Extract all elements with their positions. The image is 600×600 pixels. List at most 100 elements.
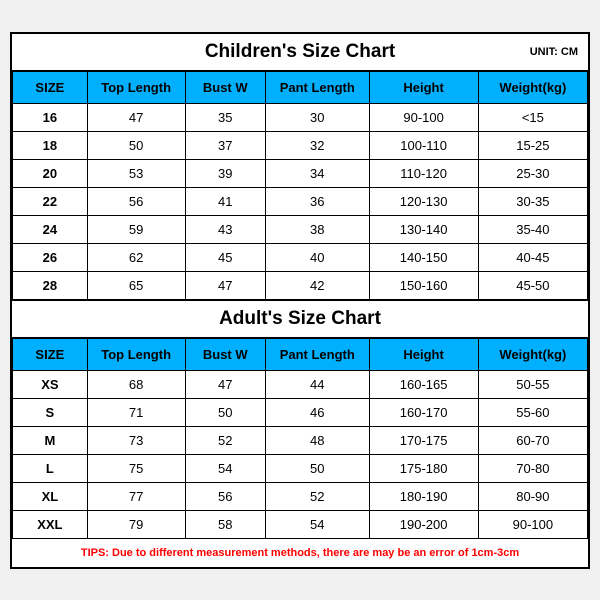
table-cell: 34 xyxy=(266,159,370,187)
table-row: 26624540140-15040-45 xyxy=(13,243,588,271)
table-cell: 39 xyxy=(185,159,266,187)
table-row: L755450175-18070-80 xyxy=(13,454,588,482)
table-cell: 160-170 xyxy=(369,398,478,426)
table-cell: 68 xyxy=(87,370,185,398)
table-cell: S xyxy=(13,398,88,426)
table-cell: 50-55 xyxy=(478,370,587,398)
table-cell: 50 xyxy=(266,454,370,482)
table-row: 28654742150-16045-50 xyxy=(13,271,588,299)
table-cell: 130-140 xyxy=(369,215,478,243)
col-bust-w: Bust W xyxy=(185,338,266,370)
col-bust-w: Bust W xyxy=(185,71,266,103)
size-chart-container: Children's Size Chart UNIT: CM SIZE Top … xyxy=(10,32,590,569)
table-cell: 30 xyxy=(266,103,370,131)
adult-section: Adult's Size Chart SIZE Top Length Bust … xyxy=(12,300,588,567)
table-cell: 22 xyxy=(13,187,88,215)
table-cell: 55-60 xyxy=(478,398,587,426)
table-cell: 71 xyxy=(87,398,185,426)
table-cell: 40 xyxy=(266,243,370,271)
table-cell: 150-160 xyxy=(369,271,478,299)
col-height: Height xyxy=(369,338,478,370)
table-cell: 25-30 xyxy=(478,159,587,187)
table-cell: XXL xyxy=(13,510,88,538)
adult-tbody: XS684744160-16550-55S715046160-17055-60M… xyxy=(13,370,588,538)
table-row: XXL795854190-20090-100 xyxy=(13,510,588,538)
table-cell: M xyxy=(13,426,88,454)
table-cell: 41 xyxy=(185,187,266,215)
table-cell: 73 xyxy=(87,426,185,454)
col-weight: Weight(kg) xyxy=(478,338,587,370)
table-cell: 75 xyxy=(87,454,185,482)
table-cell: 16 xyxy=(13,103,88,131)
col-top-length: Top Length xyxy=(87,71,185,103)
table-cell: 59 xyxy=(87,215,185,243)
table-cell: 36 xyxy=(266,187,370,215)
table-cell: 52 xyxy=(185,426,266,454)
table-row: M735248170-17560-70 xyxy=(13,426,588,454)
table-cell: 28 xyxy=(13,271,88,299)
table-row: 18503732100-11015-25 xyxy=(13,131,588,159)
col-pant-length: Pant Length xyxy=(266,71,370,103)
table-cell: 90-100 xyxy=(369,103,478,131)
table-cell: 35 xyxy=(185,103,266,131)
table-cell: 62 xyxy=(87,243,185,271)
col-weight: Weight(kg) xyxy=(478,71,587,103)
col-height: Height xyxy=(369,71,478,103)
table-cell: 30-35 xyxy=(478,187,587,215)
children-table: SIZE Top Length Bust W Pant Length Heigh… xyxy=(12,71,588,300)
table-cell: 70-80 xyxy=(478,454,587,482)
table-cell: 100-110 xyxy=(369,131,478,159)
unit-label: UNIT: CM xyxy=(530,46,578,58)
table-cell: 54 xyxy=(266,510,370,538)
table-cell: 65 xyxy=(87,271,185,299)
table-cell: 40-45 xyxy=(478,243,587,271)
table-cell: 45-50 xyxy=(478,271,587,299)
table-row: 22564136120-13030-35 xyxy=(13,187,588,215)
table-row: XL775652180-19080-90 xyxy=(13,482,588,510)
table-cell: 38 xyxy=(266,215,370,243)
table-cell: 47 xyxy=(87,103,185,131)
table-cell: 180-190 xyxy=(369,482,478,510)
col-pant-length: Pant Length xyxy=(266,338,370,370)
table-cell: 46 xyxy=(266,398,370,426)
table-row: XS684744160-16550-55 xyxy=(13,370,588,398)
children-section: Children's Size Chart UNIT: CM SIZE Top … xyxy=(12,34,588,300)
table-cell: 18 xyxy=(13,131,88,159)
table-cell: 54 xyxy=(185,454,266,482)
table-cell: 37 xyxy=(185,131,266,159)
table-cell: 50 xyxy=(87,131,185,159)
table-cell: 190-200 xyxy=(369,510,478,538)
col-size: SIZE xyxy=(13,338,88,370)
table-cell: 140-150 xyxy=(369,243,478,271)
table-cell: XL xyxy=(13,482,88,510)
table-cell: L xyxy=(13,454,88,482)
table-cell: 120-130 xyxy=(369,187,478,215)
table-row: S715046160-17055-60 xyxy=(13,398,588,426)
table-row: 20533934110-12025-30 xyxy=(13,159,588,187)
tips-text: TIPS: Due to different measurement metho… xyxy=(12,539,588,567)
table-cell: 50 xyxy=(185,398,266,426)
table-cell: 45 xyxy=(185,243,266,271)
table-cell: 47 xyxy=(185,271,266,299)
table-cell: 170-175 xyxy=(369,426,478,454)
table-cell: 26 xyxy=(13,243,88,271)
table-cell: 60-70 xyxy=(478,426,587,454)
table-cell: 43 xyxy=(185,215,266,243)
table-cell: 79 xyxy=(87,510,185,538)
adult-title: Adult's Size Chart xyxy=(219,308,381,329)
table-cell: 56 xyxy=(185,482,266,510)
table-cell: 24 xyxy=(13,215,88,243)
children-tbody: 1647353090-100<1518503732100-11015-25205… xyxy=(13,103,588,299)
table-cell: 53 xyxy=(87,159,185,187)
table-cell: 90-100 xyxy=(478,510,587,538)
adult-header-row: SIZE Top Length Bust W Pant Length Heigh… xyxy=(13,338,588,370)
table-row: 24594338130-14035-40 xyxy=(13,215,588,243)
children-title: Children's Size Chart xyxy=(205,41,395,62)
table-cell: <15 xyxy=(478,103,587,131)
table-cell: 80-90 xyxy=(478,482,587,510)
table-cell: 35-40 xyxy=(478,215,587,243)
table-cell: 58 xyxy=(185,510,266,538)
col-top-length: Top Length xyxy=(87,338,185,370)
table-cell: 175-180 xyxy=(369,454,478,482)
table-cell: 32 xyxy=(266,131,370,159)
